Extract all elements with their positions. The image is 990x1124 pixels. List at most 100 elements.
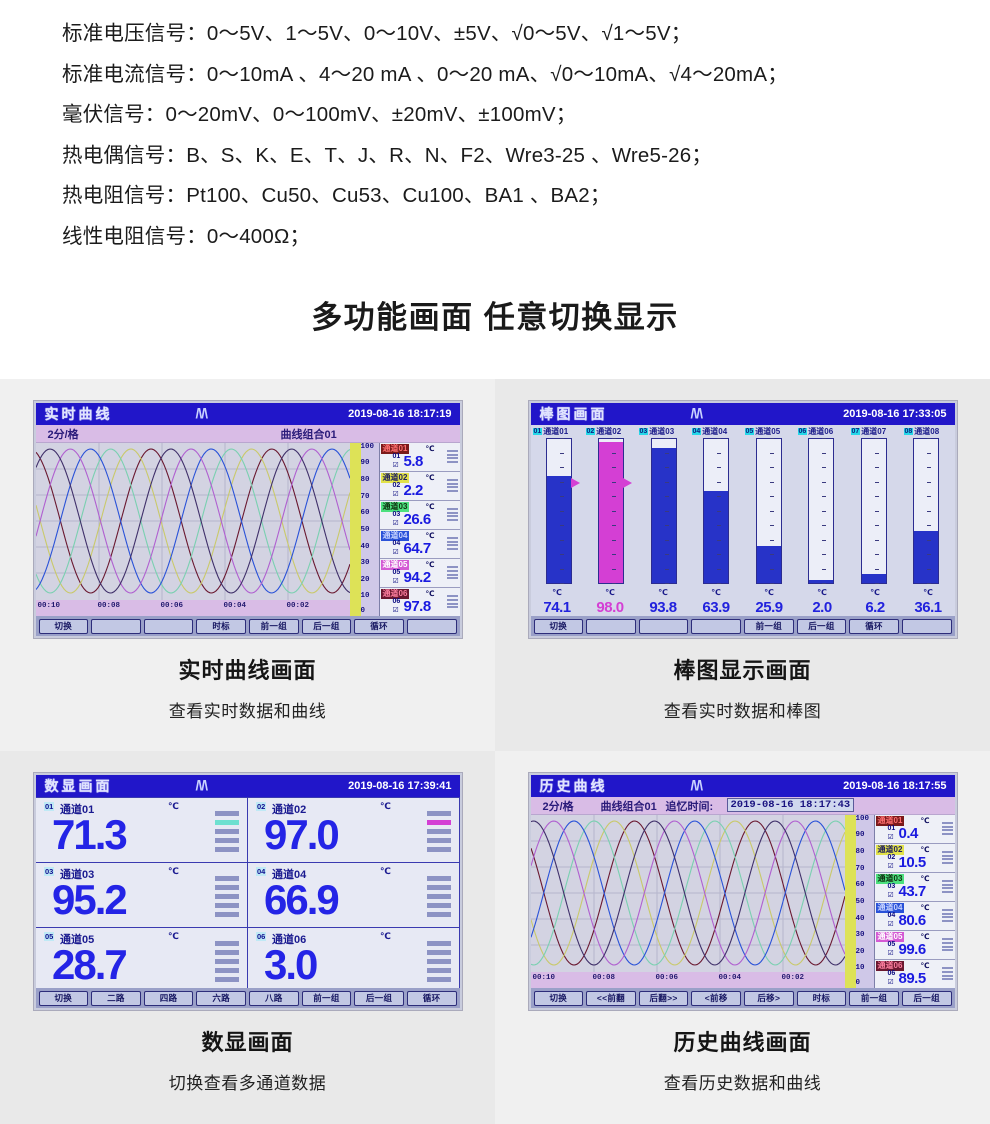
button-时标[interactable]: 时标 (796, 990, 847, 1006)
channel-checkbox[interactable]: ☑ (887, 950, 894, 958)
bar-column[interactable] (743, 438, 796, 588)
y-tick: 60 (855, 881, 865, 889)
bar-channel-number: 05 (744, 428, 755, 435)
signal-bars-icon (941, 880, 953, 894)
trend-y-axis: 100 90 80 70 60 50 40 30 20 10 0 (360, 443, 383, 618)
channel-unit: ℃ (920, 932, 930, 942)
trend-curve (530, 820, 845, 966)
button-切换[interactable]: 切换 (38, 990, 89, 1006)
button-前一组[interactable]: 前一组 (744, 618, 794, 634)
button-blank[interactable] (143, 618, 194, 634)
button-四路[interactable]: 四路 (143, 990, 194, 1006)
button-二路[interactable]: 二路 (91, 990, 141, 1006)
signal-bars-icon (446, 537, 458, 551)
button-循环[interactable]: 循环 (406, 990, 457, 1006)
bar-column[interactable] (690, 438, 743, 588)
button-<前移[interactable]: <前移 (691, 990, 741, 1006)
button-切换[interactable]: 切换 (533, 618, 584, 634)
button-八路[interactable]: 八路 (249, 990, 299, 1006)
digital-channel-number: 05 (44, 931, 55, 941)
button-循环[interactable]: 循环 (354, 618, 404, 634)
bar-column[interactable] (533, 438, 586, 588)
channel-checkbox[interactable]: ☑ (887, 834, 894, 841)
bar-column[interactable] (900, 438, 953, 588)
device-realtime-trend: 实时曲线 /\/\ 2019-08-16 18:17:19 2分/格 曲线组合0… (33, 401, 462, 638)
button-切换[interactable]: 切换 (533, 990, 584, 1006)
digital-cell[interactable]: 06 通道06 ℃ 3.0 (247, 926, 460, 993)
curve-group-label: 曲线组合01 (600, 801, 657, 813)
channel-tag: 通道04 (380, 531, 410, 542)
button-blank[interactable] (638, 618, 689, 634)
y-tick: 60 (360, 509, 370, 517)
bar-column[interactable] (848, 438, 901, 588)
button-blank[interactable] (91, 618, 141, 634)
button-前一组[interactable]: 前一组 (301, 990, 352, 1006)
channel-checkbox[interactable]: ☑ (392, 549, 399, 557)
trend-subbar: 2分/格 曲线组合01 追忆时间: 2019-08-16 18:17:43 (530, 797, 955, 815)
button-前一组[interactable]: 前一组 (849, 990, 899, 1006)
channel-row[interactable]: 通道01 ℃ 01 ☑ 5.8 (379, 443, 460, 473)
button-后一组[interactable]: 后一组 (901, 990, 952, 1006)
y-tick: 70 (855, 865, 865, 873)
bar-channel-header: 07 通道07 (849, 425, 902, 438)
channel-row[interactable]: 通道03 ℃ 03 ☑ 26.6 (379, 501, 460, 531)
button-blank[interactable] (691, 618, 741, 634)
channel-row[interactable]: 通道04 ℃ 04 ☑ 64.7 (379, 530, 460, 560)
button-blank[interactable] (901, 618, 952, 634)
trend-curve (35, 448, 350, 594)
bar-column[interactable] (638, 438, 691, 588)
channel-checkbox[interactable]: ☑ (392, 462, 399, 469)
button-<<前翻[interactable]: <<前翻 (586, 990, 636, 1006)
channel-row[interactable]: 通道01 ℃ 01 ☑ 0.4 (874, 815, 955, 845)
button-blank[interactable] (586, 618, 636, 634)
bar-tick-marks (874, 438, 879, 584)
channel-row[interactable]: 通道06 ℃ 06 ☑ 89.5 (874, 960, 955, 990)
y-tick: 10 (360, 592, 370, 600)
bar-column[interactable] (795, 438, 848, 588)
bar-channel-number: 06 (797, 428, 808, 435)
channel-checkbox[interactable]: ☑ (887, 892, 894, 900)
digital-cell[interactable]: 04 通道04 ℃ 66.9 (247, 861, 460, 928)
button-blank[interactable] (406, 618, 457, 634)
channel-checkbox[interactable]: ☑ (392, 491, 399, 499)
button-后一组[interactable]: 后一组 (796, 618, 847, 634)
channel-row[interactable]: 通道04 ℃ 04 ☑ 80.6 (874, 902, 955, 932)
button-循环[interactable]: 循环 (849, 618, 899, 634)
screens-grid: 实时曲线 /\/\ 2019-08-16 18:17:19 2分/格 曲线组合0… (0, 379, 990, 1124)
bar-column[interactable] (585, 438, 638, 588)
recall-time-value[interactable]: 2019-08-16 18:17:43 (726, 798, 855, 812)
digital-cell[interactable]: 01 通道01 ℃ 71.3 (35, 796, 248, 863)
channel-checkbox[interactable]: ☑ (392, 607, 399, 615)
channel-row[interactable]: 通道02 ℃ 02 ☑ 2.2 (379, 472, 460, 502)
channel-checkbox[interactable]: ☑ (392, 520, 399, 528)
bar-channel-name: 通道04 (702, 427, 728, 436)
bar-channel-header: 06 通道06 (796, 425, 849, 438)
channel-row[interactable]: 通道05 ℃ 05 ☑ 99.6 (874, 931, 955, 961)
digital-channel-number: 06 (256, 931, 267, 941)
button-后移>[interactable]: 后移> (744, 990, 794, 1006)
button-前一组[interactable]: 前一组 (249, 618, 299, 634)
channel-checkbox[interactable]: ☑ (887, 979, 894, 987)
button-后一组[interactable]: 后一组 (301, 618, 352, 634)
section-heading: 多功能画面 任意切换显示 (311, 300, 679, 335)
channel-checkbox[interactable]: ☑ (887, 863, 894, 871)
channel-tag: 通道03 (875, 874, 905, 885)
channel-checkbox[interactable]: ☑ (887, 921, 894, 929)
channel-row[interactable]: 通道02 ℃ 02 ☑ 10.5 (874, 844, 955, 874)
y-tick: 100 (360, 443, 375, 451)
x-tick: 00:10 (532, 974, 556, 982)
digital-cell[interactable]: 02 通道02 ℃ 97.0 (247, 796, 460, 863)
button-row: 切换 时标 前一组 后一组 循环 (35, 616, 460, 636)
bar-track (808, 438, 835, 584)
channel-row[interactable]: 通道03 ℃ 03 ☑ 43.7 (874, 873, 955, 903)
digital-cell[interactable]: 05 通道05 ℃ 28.7 (35, 926, 248, 993)
button-六路[interactable]: 六路 (196, 990, 246, 1006)
channel-row[interactable]: 通道05 ℃ 05 ☑ 94.2 (379, 559, 460, 589)
button-后翻>>[interactable]: 后翻>> (638, 990, 689, 1006)
button-后一组[interactable]: 后一组 (354, 990, 404, 1006)
channel-row[interactable]: 通道06 ℃ 06 ☑ 97.8 (379, 588, 460, 618)
button-时标[interactable]: 时标 (196, 618, 246, 634)
channel-checkbox[interactable]: ☑ (392, 578, 399, 586)
button-切换[interactable]: 切换 (38, 618, 89, 634)
digital-cell[interactable]: 03 通道03 ℃ 95.2 (35, 861, 248, 928)
